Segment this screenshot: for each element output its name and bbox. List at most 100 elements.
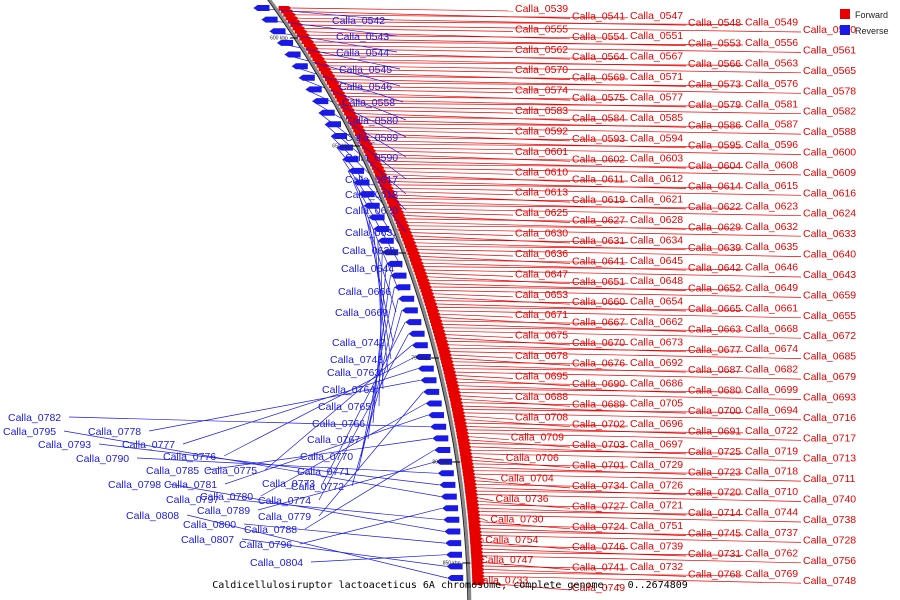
forward-gene[interactable]: Calla_0677 <box>436 342 742 356</box>
forward-gene-arrow[interactable] <box>310 53 324 58</box>
forward-gene-label[interactable]: Calla_0615 <box>745 180 798 192</box>
forward-gene-arrow[interactable] <box>432 329 446 334</box>
forward-gene-arrow[interactable] <box>437 346 451 351</box>
forward-gene-arrow[interactable] <box>438 349 452 354</box>
forward-gene-label[interactable]: Calla_0635 <box>745 241 798 253</box>
reverse-gene-label[interactable]: Calla_0742 <box>332 337 385 349</box>
forward-gene[interactable]: Calla_0722 <box>455 425 798 437</box>
forward-gene-arrow[interactable] <box>381 186 395 191</box>
forward-gene[interactable]: Calla_0662 <box>430 316 683 328</box>
forward-gene[interactable]: Calla_0581 <box>338 98 799 110</box>
forward-gene-arrow[interactable] <box>461 461 475 466</box>
forward-gene-label[interactable]: Calla_0633 <box>803 228 856 240</box>
forward-gene[interactable]: Calla_0730 <box>468 513 544 525</box>
forward-gene-arrow[interactable] <box>358 138 372 143</box>
forward-gene[interactable]: Calla_0659 <box>420 288 857 301</box>
forward-gene-arrow[interactable] <box>338 101 352 106</box>
forward-gene[interactable]: Calla_0608 <box>370 160 798 172</box>
reverse-gene-arrow[interactable] <box>373 226 390 232</box>
forward-gene-label[interactable]: Calla_0756 <box>803 555 856 567</box>
forward-gene-label[interactable]: Calla_0576 <box>745 78 798 90</box>
reverse-gene[interactable]: Calla_0798 <box>108 479 461 535</box>
forward-gene-label[interactable]: Calla_0608 <box>745 160 798 172</box>
forward-gene-label[interactable]: Calla_0600 <box>803 147 856 159</box>
forward-gene-label[interactable]: Calla_0710 <box>745 486 798 498</box>
forward-gene-arrow[interactable] <box>392 213 406 218</box>
forward-gene-label[interactable]: Calla_0583 <box>515 105 568 117</box>
forward-gene-arrow[interactable] <box>355 131 368 136</box>
forward-gene[interactable]: Calla_0706 <box>460 452 559 464</box>
forward-gene-arrow[interactable] <box>467 513 481 517</box>
forward-gene-arrow[interactable] <box>469 536 483 541</box>
forward-gene-arrow[interactable] <box>471 564 485 568</box>
forward-gene-label[interactable]: Calla_0703 <box>572 439 625 451</box>
forward-gene-arrow[interactable] <box>409 257 423 262</box>
reverse-gene[interactable]: Calla_0788 <box>244 447 451 536</box>
forward-gene[interactable]: Calla_0567 <box>310 51 683 63</box>
forward-gene[interactable]: Calla_0714 <box>467 506 741 519</box>
forward-gene[interactable]: Calla_0732 <box>471 561 684 573</box>
reverse-gene-arrow[interactable] <box>442 505 459 512</box>
forward-gene[interactable]: Calla_0556 <box>301 37 799 49</box>
forward-gene-label[interactable]: Calla_0654 <box>630 296 683 308</box>
forward-gene-arrow[interactable] <box>401 234 414 238</box>
forward-gene-arrow[interactable] <box>460 455 474 460</box>
forward-gene[interactable]: Calla_0601 <box>363 146 569 158</box>
reverse-gene[interactable]: Calla_0543 <box>261 16 398 43</box>
forward-gene-arrow[interactable] <box>470 547 484 551</box>
forward-gene[interactable]: Calla_0613 <box>382 187 569 199</box>
forward-gene[interactable]: Calla_0716 <box>452 410 857 424</box>
forward-gene-arrow[interactable] <box>472 581 486 585</box>
forward-gene[interactable]: Calla_0636 <box>407 248 568 260</box>
reverse-gene-arrow[interactable] <box>358 191 375 198</box>
forward-gene[interactable]: Calla_0646 <box>412 262 798 274</box>
reverse-gene-label[interactable]: Calla_0644 <box>341 263 394 275</box>
forward-gene-label[interactable]: Calla_0692 <box>630 357 683 369</box>
forward-gene-label[interactable]: Calla_0676 <box>572 357 625 369</box>
reverse-gene-label[interactable]: Calla_0789 <box>197 505 250 517</box>
forward-gene[interactable]: Calla_0640 <box>406 247 856 261</box>
forward-gene-arrow[interactable] <box>469 530 483 534</box>
forward-gene-label[interactable]: Calla_0628 <box>630 214 683 226</box>
forward-gene-arrow[interactable] <box>378 179 392 184</box>
forward-gene-label[interactable]: Calla_0688 <box>515 391 568 403</box>
forward-gene-label[interactable]: Calla_0641 <box>572 255 625 267</box>
forward-gene-label[interactable]: Calla_0740 <box>803 494 856 506</box>
reverse-gene-arrow[interactable] <box>440 493 457 500</box>
reverse-gene-arrow[interactable] <box>428 412 444 419</box>
reverse-gene[interactable]: Calla_0777 <box>122 365 434 451</box>
forward-gene-arrow[interactable] <box>470 543 484 548</box>
forward-gene-arrow[interactable] <box>451 404 465 409</box>
forward-gene[interactable]: Calla_0692 <box>441 357 683 369</box>
forward-gene[interactable]: Calla_0693 <box>448 390 856 404</box>
forward-gene-label[interactable]: Calla_0639 <box>688 242 741 254</box>
forward-gene-label[interactable]: Calla_0564 <box>572 51 625 63</box>
forward-gene-label[interactable]: Calla_0577 <box>630 92 683 104</box>
forward-gene-arrow[interactable] <box>463 478 477 483</box>
forward-gene-label[interactable]: Calla_0616 <box>803 187 856 199</box>
forward-gene[interactable]: Calla_0602 <box>365 152 625 165</box>
reverse-gene[interactable]: Calla_0544 <box>269 28 398 59</box>
forward-gene-label[interactable]: Calla_0678 <box>515 350 568 362</box>
reverse-gene-label[interactable]: Calla_0782 <box>8 412 61 424</box>
forward-gene[interactable]: Calla_0661 <box>425 302 798 314</box>
forward-gene-arrow[interactable] <box>467 506 481 511</box>
reverse-gene-label[interactable]: Calla_0666 <box>338 286 391 298</box>
forward-gene-label[interactable]: Calla_0693 <box>803 392 856 404</box>
forward-gene-arrow[interactable] <box>360 142 374 147</box>
reverse-gene-label[interactable]: Calla_0788 <box>244 524 297 536</box>
forward-gene-label[interactable]: Calla_0718 <box>745 466 798 478</box>
forward-gene[interactable]: Calla_0700 <box>451 404 741 417</box>
forward-gene-label[interactable]: Calla_0631 <box>572 235 625 247</box>
reverse-gene[interactable]: Calla_0542 <box>253 5 394 27</box>
forward-gene[interactable]: Calla_0635 <box>404 241 798 253</box>
forward-gene-arrow[interactable] <box>361 145 375 150</box>
forward-gene-label[interactable]: Calla_0682 <box>745 364 798 376</box>
forward-gene[interactable]: Calla_0634 <box>402 234 683 246</box>
forward-gene-label[interactable]: Calla_0539 <box>515 3 568 15</box>
forward-gene-arrow[interactable] <box>457 434 470 439</box>
forward-gene[interactable]: Calla_0679 <box>443 370 857 383</box>
reverse-gene-arrow[interactable] <box>318 109 335 116</box>
forward-gene-label[interactable]: Calla_0651 <box>572 276 625 288</box>
reverse-gene-arrow[interactable] <box>443 516 460 523</box>
